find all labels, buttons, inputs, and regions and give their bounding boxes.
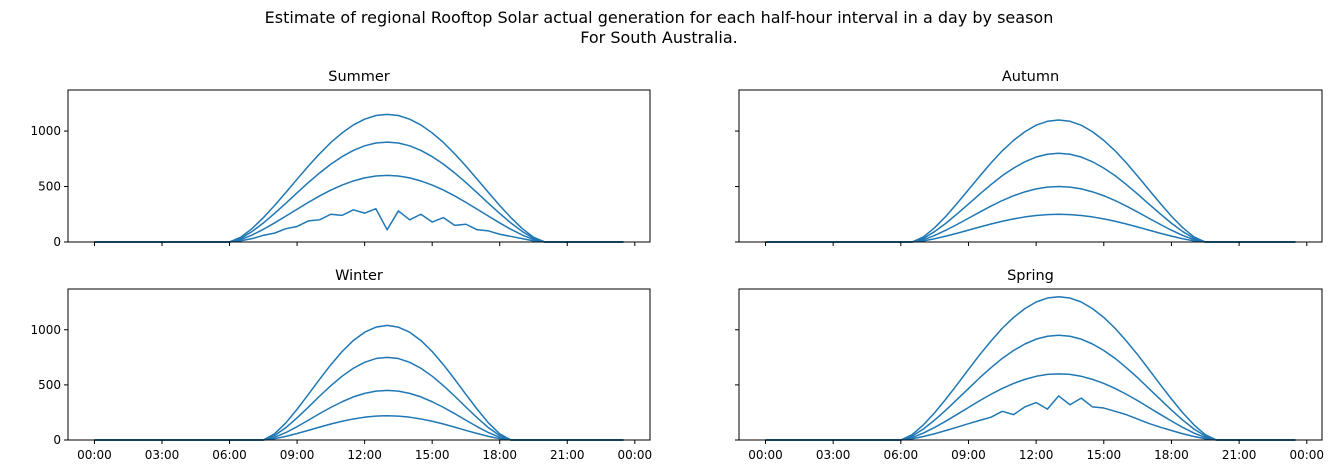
series-line (94, 415, 624, 441)
plot-area (765, 295, 1296, 441)
x-tick-label: 03:00 (145, 448, 180, 462)
x-tick-label: 00:00 (77, 448, 112, 462)
series-line (94, 324, 624, 441)
series-line (765, 395, 1296, 441)
series-line (765, 213, 1296, 243)
y-tick-label: 1000 (30, 323, 61, 337)
x-tick-label: 12:00 (1019, 448, 1054, 462)
figure-subtitle: For South Australia. (580, 28, 738, 47)
x-tick-label: 15:00 (415, 448, 450, 462)
y-tick-label: 500 (38, 180, 61, 194)
series-line (94, 141, 624, 243)
plot-area (765, 119, 1296, 243)
x-tick-label: 21:00 (550, 448, 585, 462)
series-line (765, 185, 1296, 243)
series-line (765, 152, 1296, 243)
series-line (765, 373, 1296, 441)
series-line (765, 334, 1296, 441)
x-tick-label: 06:00 (884, 448, 919, 462)
series-line (765, 119, 1296, 243)
x-tick-label: 18:00 (1154, 448, 1189, 462)
subplot-title: Autumn (1002, 69, 1059, 85)
y-tick-label: 1000 (30, 124, 61, 138)
series-line (94, 356, 624, 441)
series-line (94, 389, 624, 441)
y-tick-label: 500 (38, 378, 61, 392)
axes-frame (738, 89, 1323, 243)
plot-area (94, 324, 624, 441)
x-tick-label: 12:00 (347, 448, 382, 462)
x-tick-label: 15:00 (1087, 448, 1122, 462)
x-tick-label: 00:00 (1289, 448, 1324, 462)
x-tick-label: 18:00 (482, 448, 517, 462)
axes-frame (738, 288, 1323, 441)
x-tick-label: 06:00 (212, 448, 247, 462)
series-line (94, 207, 624, 243)
axes-frame (67, 89, 651, 243)
x-tick-label: 09:00 (951, 448, 986, 462)
subplot-title: Summer (328, 69, 390, 85)
x-tick-label: 03:00 (816, 448, 851, 462)
series-line (94, 113, 624, 243)
plot-area (94, 113, 624, 243)
series-line (94, 174, 624, 243)
axes-frame (67, 288, 651, 441)
x-tick-label: 09:00 (280, 448, 315, 462)
y-tick-label: 0 (53, 235, 61, 249)
series-line (765, 295, 1296, 441)
subplot-title: Spring (1007, 268, 1054, 284)
figure-title: Estimate of regional Rooftop Solar actua… (265, 8, 1054, 27)
y-tick-label: 0 (53, 433, 61, 447)
x-tick-label: 21:00 (1222, 448, 1257, 462)
x-tick-label: 00:00 (618, 448, 653, 462)
subplot-title: Winter (335, 268, 383, 284)
x-tick-label: 00:00 (748, 448, 783, 462)
